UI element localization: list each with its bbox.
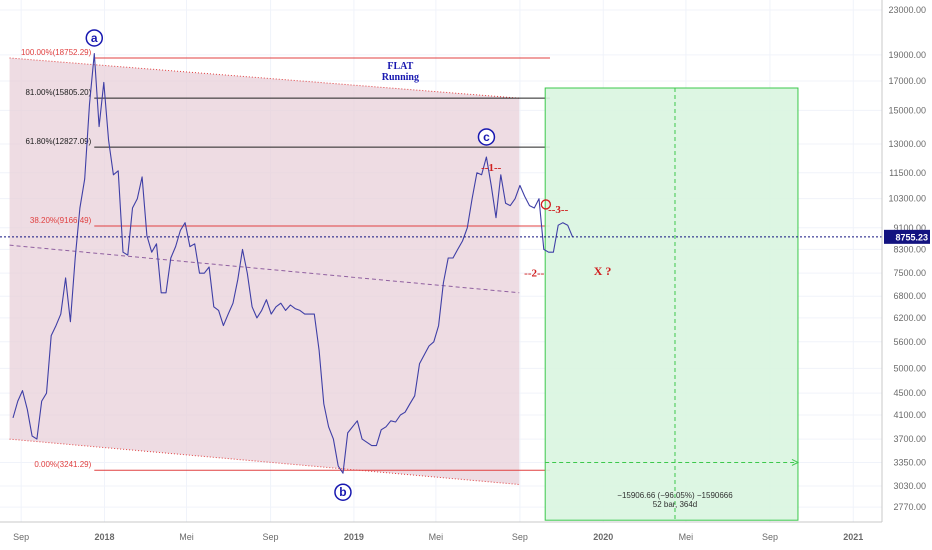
y-tick-label: 2770.00 xyxy=(893,502,926,512)
price-series xyxy=(0,53,882,474)
wave-1-label: --1-- xyxy=(481,162,501,174)
channel-fill xyxy=(9,57,520,485)
current-price-badge xyxy=(884,229,930,244)
x-tick-label: 2021 xyxy=(843,532,863,542)
point-a-circle xyxy=(85,29,104,47)
x-tick-label: 2018 xyxy=(95,532,115,542)
channel-middle-line xyxy=(9,244,520,294)
x-tick-label: 2020 xyxy=(593,532,613,542)
y-tick-label: 19000.00 xyxy=(888,50,926,60)
y-tick-label: 9100.00 xyxy=(893,223,926,233)
y-tick-label: 3700.00 xyxy=(893,434,926,444)
x-tick-label: Mei xyxy=(179,532,194,542)
fib-level-label: 61.80%(12827.09) xyxy=(25,137,91,146)
fib-level-label: 38.20%(9166.49) xyxy=(30,216,92,225)
channel-lower-line xyxy=(9,438,520,486)
x-tick-label: Sep xyxy=(512,532,528,542)
point-b-circle xyxy=(334,483,352,501)
current-price-label: 8755.23 xyxy=(895,232,928,242)
wave-2-label: --2-- xyxy=(524,267,544,279)
flat-label: FLAT xyxy=(387,61,413,72)
y-tick-label: 4500.00 xyxy=(893,388,926,398)
y-tick-label: 17000.00 xyxy=(888,76,926,86)
projection-arrow-head xyxy=(791,459,800,466)
projection-bars-text: 52 bar, 364d xyxy=(653,500,697,509)
x-tick-label: Sep xyxy=(263,532,279,542)
y-tick-label: 7500.00 xyxy=(893,268,926,278)
y-tick-label: 8300.00 xyxy=(893,244,926,254)
point-b-label: b xyxy=(339,485,346,499)
y-tick-label: 11500.00 xyxy=(889,168,926,178)
x-tick-label: Sep xyxy=(13,532,29,542)
x-tick-label: 2019 xyxy=(344,532,364,542)
y-tick-label: 10300.00 xyxy=(888,194,926,204)
projection-measure-text: −15906.66 (−96.05%) −1590666 xyxy=(617,491,733,500)
x-tick-label: Mei xyxy=(679,532,694,542)
y-tick-label: 4100.00 xyxy=(893,410,926,420)
y-tick-label: 6800.00 xyxy=(893,291,926,301)
point-c-circle xyxy=(477,128,496,146)
wave-x-label: X ? xyxy=(594,264,612,278)
y-tick-label: 3350.00 xyxy=(893,457,926,467)
wave-3-marker-circle xyxy=(540,199,552,210)
fib-level-label: 100.00%(18752.29) xyxy=(21,48,92,57)
y-tick-label: 6200.00 xyxy=(893,313,926,323)
projection-rect xyxy=(544,87,799,521)
series-line xyxy=(12,53,574,474)
point-a-label: a xyxy=(91,31,98,45)
y-tick-label: 13000.00 xyxy=(888,139,926,149)
channel-upper-line xyxy=(9,57,520,99)
channel xyxy=(9,57,520,486)
y-tick-label: 3030.00 xyxy=(893,481,926,491)
y-tick-label: 5000.00 xyxy=(893,363,926,373)
y-tick-label: 5600.00 xyxy=(893,337,926,347)
point-c-label: c xyxy=(483,130,490,144)
y-tick-label: 15000.00 xyxy=(888,105,926,115)
fibonacci-levels: 100.00%(18752.29) 81.00%(15805.20) 61.80%(… xyxy=(21,48,550,471)
wave-3-label: --3-- xyxy=(548,204,568,216)
running-label: Running xyxy=(382,72,419,83)
x-tick-label: Mei xyxy=(429,532,444,542)
fib-level-label: 0.00%(3241.29) xyxy=(34,460,91,469)
x-tick-label: Sep xyxy=(762,532,778,542)
fib-level-label: 81.00%(15805.20) xyxy=(25,88,91,97)
y-tick-label: 23000.00 xyxy=(888,5,926,15)
